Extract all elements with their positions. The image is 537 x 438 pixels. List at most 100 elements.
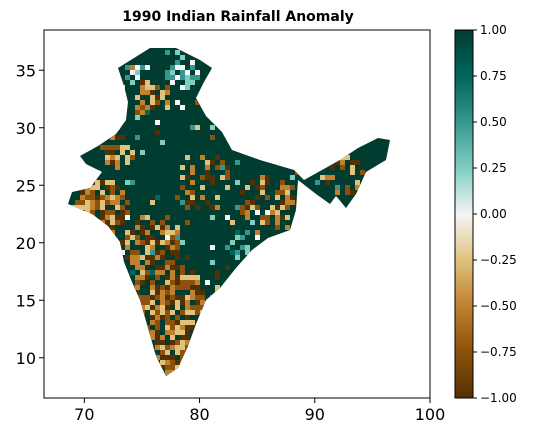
anomaly-cell xyxy=(265,175,270,180)
anomaly-cell xyxy=(150,255,155,260)
anomaly-cell xyxy=(190,280,195,285)
anomaly-cell xyxy=(280,205,285,210)
anomaly-cell xyxy=(185,280,190,285)
anomaly-cell xyxy=(160,340,165,345)
anomaly-cell xyxy=(180,240,185,245)
anomaly-cell xyxy=(185,80,190,85)
colorbar-tick-label: 0.25 xyxy=(480,161,507,175)
anomaly-cell xyxy=(135,290,140,295)
anomaly-cell xyxy=(165,305,170,310)
anomaly-cell xyxy=(195,285,200,290)
y-tick-label: 20 xyxy=(16,234,36,253)
anomaly-cell xyxy=(165,240,170,245)
anomaly-cell xyxy=(175,50,180,55)
anomaly-cell xyxy=(170,330,175,335)
anomaly-cell xyxy=(145,110,150,115)
anomaly-cell xyxy=(195,295,200,300)
anomaly-cell xyxy=(180,320,185,325)
anomaly-cell xyxy=(110,135,115,140)
anomaly-cell xyxy=(120,210,125,215)
anomaly-cell xyxy=(200,175,205,180)
anomaly-cell xyxy=(135,70,140,75)
anomaly-cell xyxy=(145,80,150,85)
anomaly-cell xyxy=(150,245,155,250)
anomaly-cell xyxy=(225,265,230,270)
anomaly-cell xyxy=(190,75,195,80)
anomaly-cell xyxy=(335,160,340,165)
anomaly-cell xyxy=(110,150,115,155)
anomaly-cell xyxy=(265,220,270,225)
anomaly-cell xyxy=(180,185,185,190)
anomaly-cell xyxy=(235,230,240,235)
x-tick-label: 90 xyxy=(305,405,325,424)
anomaly-cell xyxy=(135,110,140,115)
x-tick-label: 70 xyxy=(74,405,94,424)
anomaly-cell xyxy=(145,85,150,90)
anomaly-cell xyxy=(165,100,170,105)
anomaly-cell xyxy=(225,170,230,175)
anomaly-cell xyxy=(160,300,165,305)
anomaly-cell xyxy=(190,270,195,275)
anomaly-cell xyxy=(150,295,155,300)
anomaly-cell xyxy=(260,190,265,195)
anomaly-cell xyxy=(235,250,240,255)
anomaly-cell xyxy=(155,335,160,340)
anomaly-cell xyxy=(140,80,145,85)
anomaly-cell xyxy=(190,290,195,295)
anomaly-cell xyxy=(110,190,115,195)
anomaly-cell xyxy=(165,75,170,80)
anomaly-cell xyxy=(110,225,115,230)
anomaly-cell xyxy=(105,215,110,220)
anomaly-cell xyxy=(170,360,175,365)
anomaly-cell xyxy=(350,160,355,165)
anomaly-cell xyxy=(180,280,185,285)
anomaly-cell xyxy=(185,200,190,205)
anomaly-cell xyxy=(105,145,110,150)
plot-area: 70 80 90 100 10 15 20 25 30 35 xyxy=(16,29,445,424)
anomaly-cell xyxy=(170,275,175,280)
anomaly-cell xyxy=(105,180,110,185)
colorbar-tick-label: −1.00 xyxy=(480,391,517,405)
anomaly-cell xyxy=(190,285,195,290)
anomaly-cell xyxy=(175,345,180,350)
anomaly-cell xyxy=(185,175,190,180)
anomaly-cell xyxy=(155,290,160,295)
anomaly-cell xyxy=(210,215,215,220)
anomaly-cell xyxy=(95,185,100,190)
anomaly-cell xyxy=(160,360,165,365)
anomaly-cell xyxy=(145,260,150,265)
anomaly-cell xyxy=(190,180,195,185)
anomaly-cell xyxy=(280,200,285,205)
anomaly-cell xyxy=(105,220,110,225)
anomaly-cell xyxy=(330,175,335,180)
anomaly-cell xyxy=(155,95,160,100)
anomaly-cell xyxy=(225,165,230,170)
anomaly-cell xyxy=(160,140,165,145)
anomaly-cell xyxy=(165,275,170,280)
anomaly-cell xyxy=(110,200,115,205)
anomaly-cell xyxy=(185,85,190,90)
anomaly-cell xyxy=(150,200,155,205)
anomaly-cell xyxy=(160,310,165,315)
anomaly-cell xyxy=(115,185,120,190)
anomaly-cell xyxy=(125,145,130,150)
anomaly-cell xyxy=(155,305,160,310)
anomaly-cell xyxy=(155,240,160,245)
anomaly-cell xyxy=(165,365,170,370)
anomaly-cell xyxy=(135,235,140,240)
anomaly-cell xyxy=(150,330,155,335)
anomaly-cell xyxy=(360,170,365,175)
anomaly-cell xyxy=(220,160,225,165)
anomaly-cell xyxy=(125,75,130,80)
anomaly-cell xyxy=(135,240,140,245)
anomaly-cell xyxy=(180,275,185,280)
anomaly-cell xyxy=(145,270,150,275)
anomaly-cell xyxy=(175,360,180,365)
anomaly-cell xyxy=(125,155,130,160)
anomaly-cell xyxy=(90,185,95,190)
anomaly-cell xyxy=(155,320,160,325)
anomaly-cell xyxy=(80,205,85,210)
anomaly-cell xyxy=(100,210,105,215)
colorbar-tick-label: −0.50 xyxy=(480,299,517,313)
